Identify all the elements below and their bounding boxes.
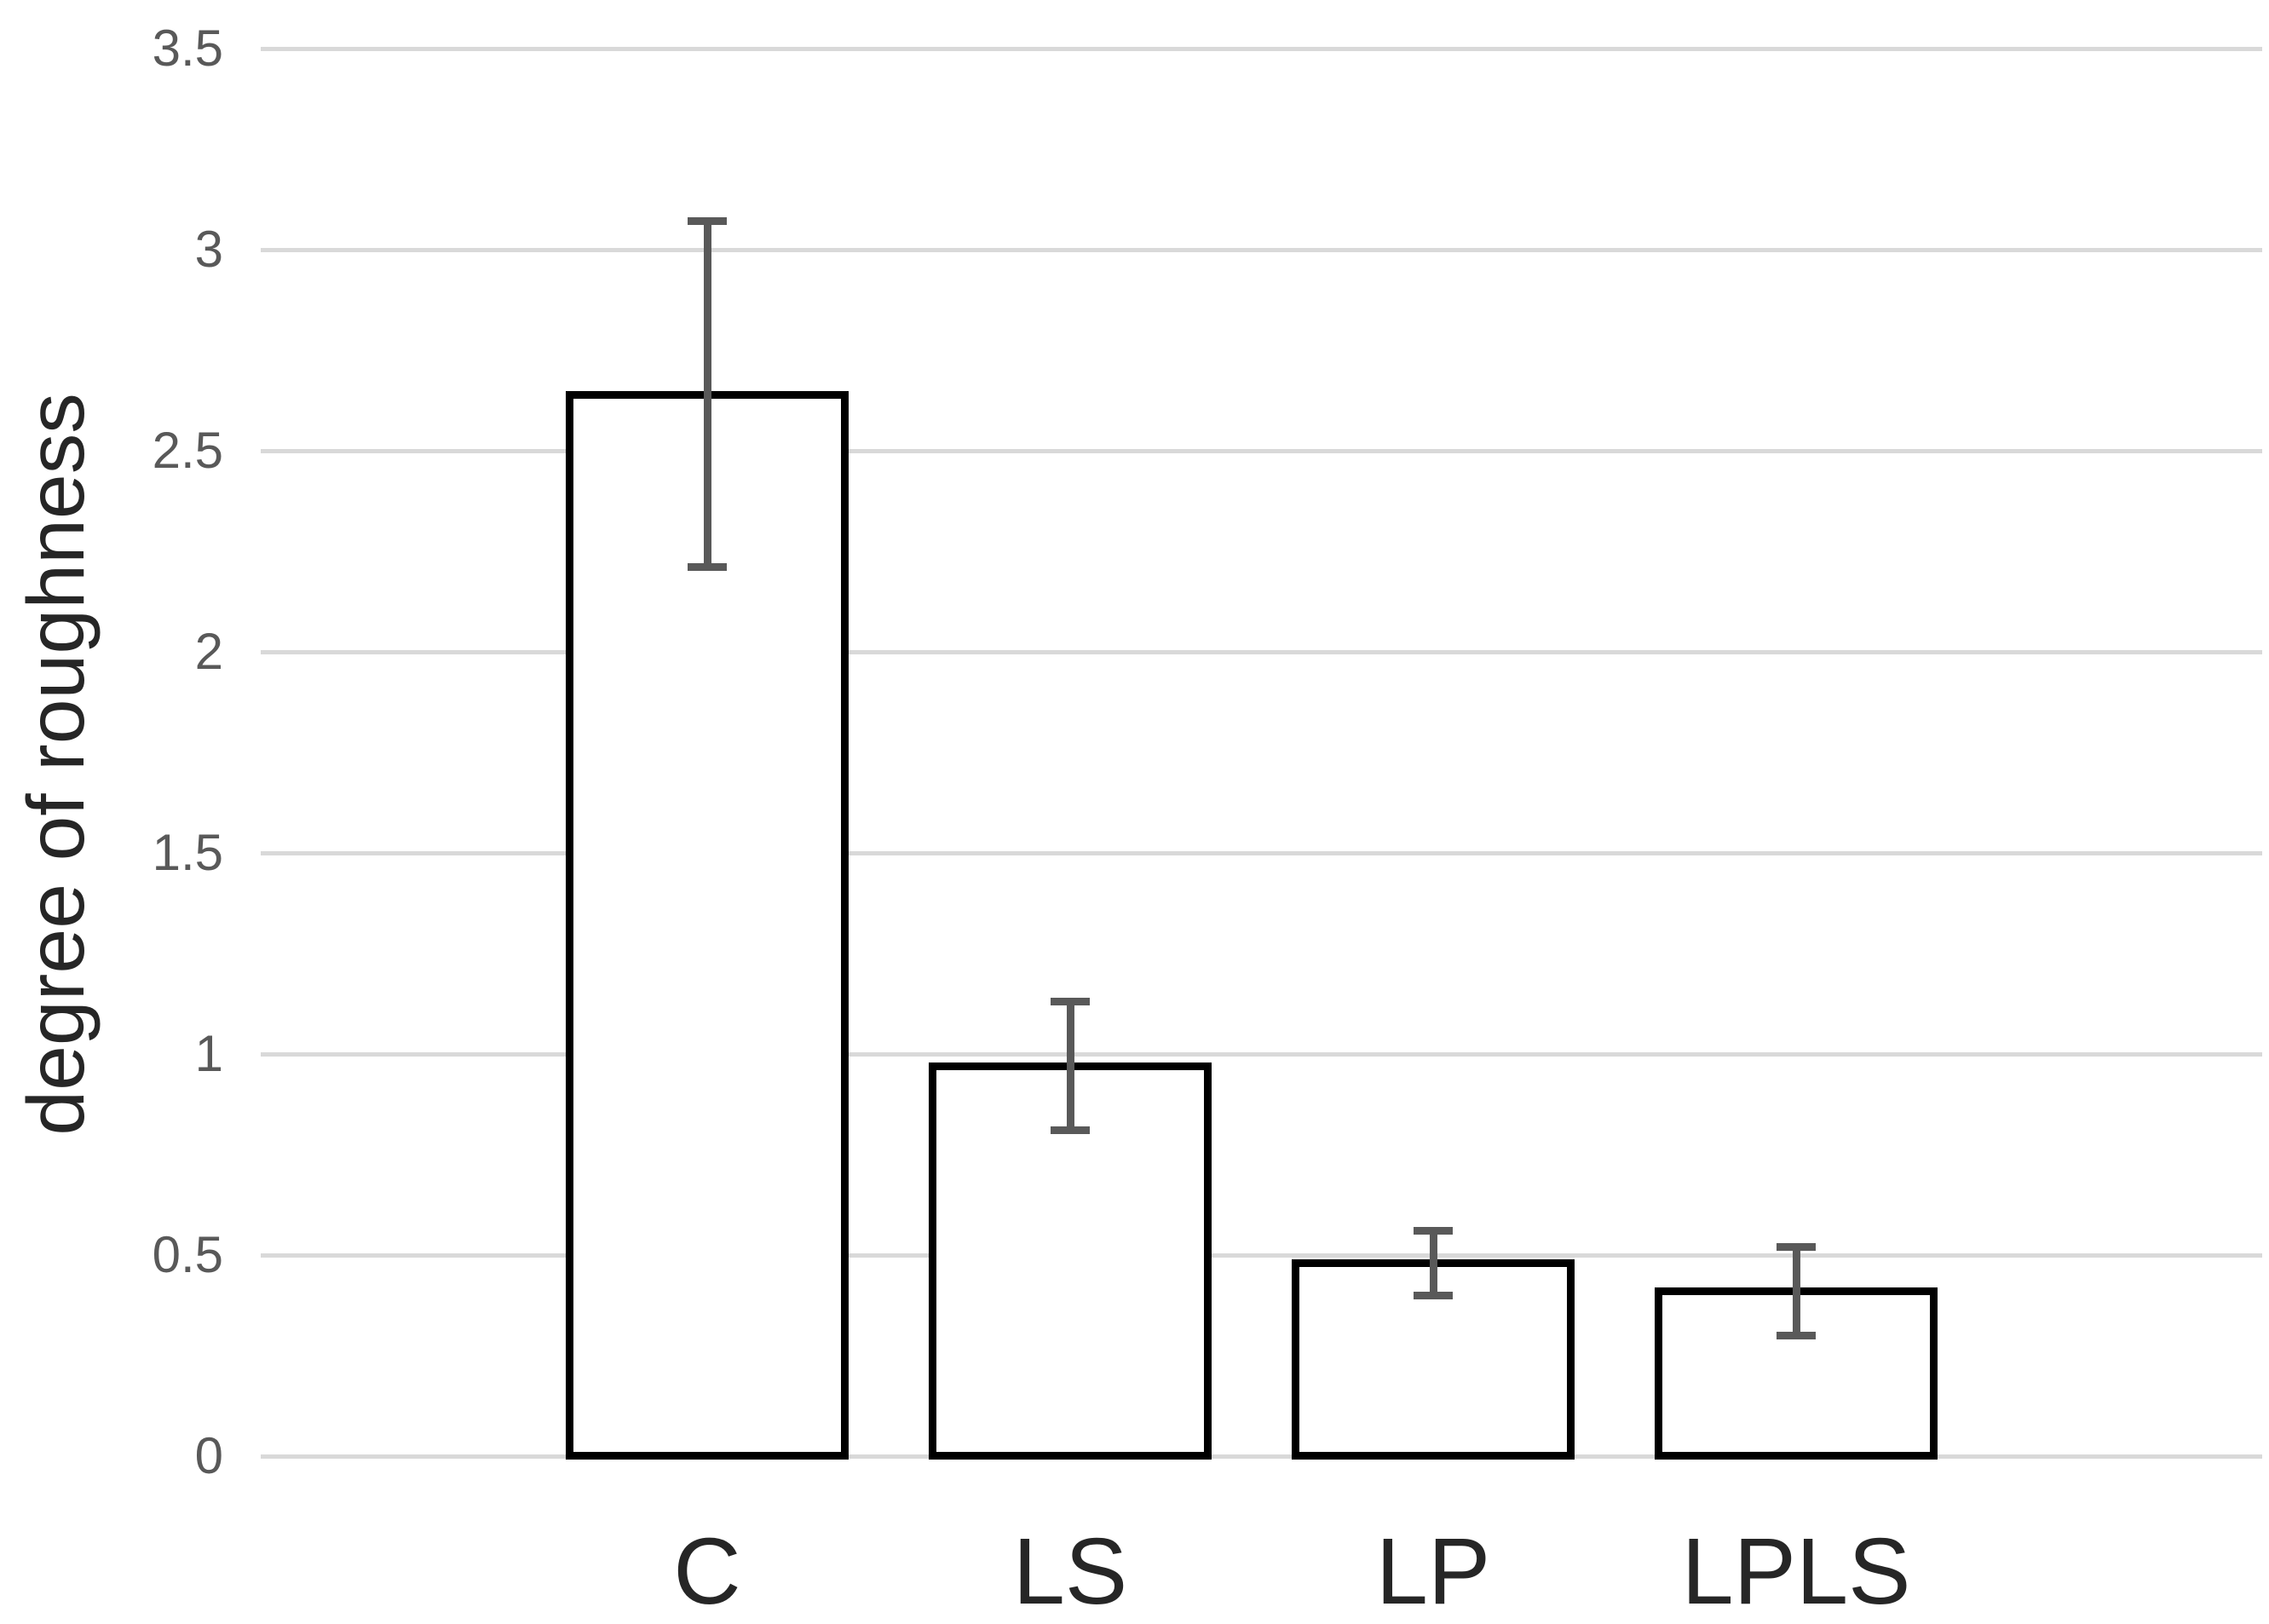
error-cap-bottom [1051, 1126, 1090, 1135]
gridline [261, 46, 2262, 51]
y-tick-label: 2.5 [152, 422, 223, 479]
gridline [261, 1051, 2262, 1057]
gridline [261, 850, 2262, 855]
x-category-label: C [673, 1519, 741, 1624]
error-bar [1792, 1247, 1800, 1336]
error-cap-top [1051, 998, 1090, 1006]
error-bar [1066, 1001, 1074, 1131]
error-cap-top [1414, 1227, 1453, 1235]
gridline [261, 649, 2262, 654]
y-tick-label: 1 [194, 1025, 223, 1082]
gridline [261, 448, 2262, 453]
y-tick-label: 0 [194, 1427, 223, 1484]
y-axis-title: degree of roughness [11, 393, 101, 1136]
error-bar [1429, 1230, 1437, 1296]
y-tick-label: 2 [194, 623, 223, 680]
error-bar [703, 221, 711, 567]
error-cap-top [688, 217, 727, 226]
y-tick-label: 3.5 [152, 20, 223, 77]
y-tick-label: 3 [194, 221, 223, 278]
error-cap-bottom [1414, 1291, 1453, 1299]
x-category-label: LPLS [1681, 1519, 1911, 1624]
bar-C [566, 390, 849, 1460]
gridline [261, 1454, 2262, 1459]
x-category-label: LS [1012, 1519, 1128, 1624]
y-tick-label: 0.5 [152, 1226, 223, 1283]
gridline [261, 247, 2262, 252]
y-tick-label: 1.5 [152, 824, 223, 881]
error-cap-top [1777, 1243, 1816, 1252]
x-category-label: LP [1375, 1519, 1491, 1624]
gridline [261, 1253, 2262, 1258]
error-cap-bottom [1777, 1331, 1816, 1339]
error-cap-bottom [688, 563, 727, 572]
